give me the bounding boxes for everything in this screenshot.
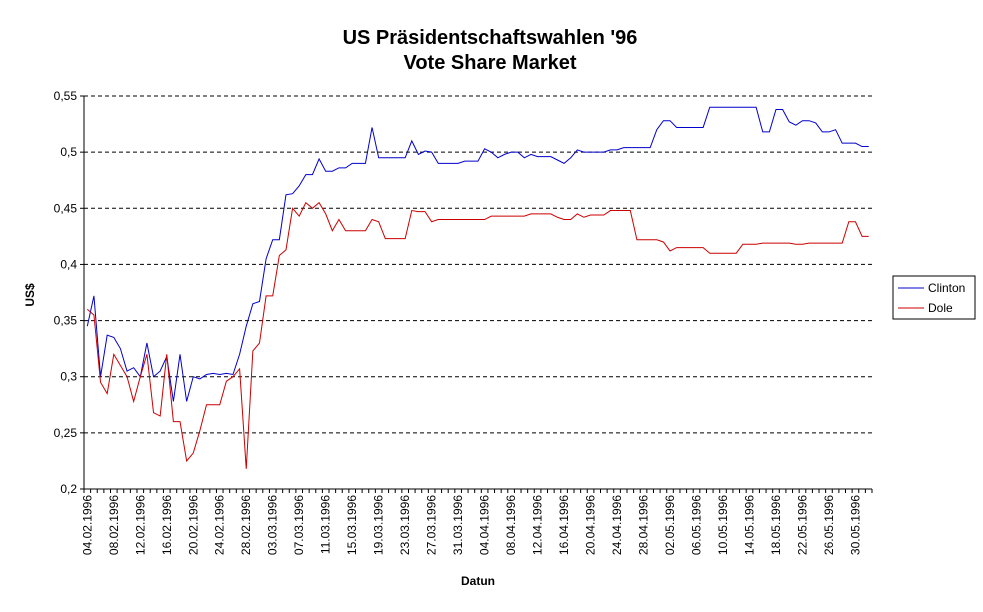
- y-axis-label: US$: [23, 283, 37, 307]
- x-tick-label: 16.02.1996: [160, 495, 174, 555]
- x-tick-label: 18.05.1996: [769, 495, 783, 555]
- y-tick-label: 0,3: [60, 370, 77, 384]
- x-tick-label: 14.05.1996: [742, 495, 756, 555]
- x-tick-label: 07.03.1996: [292, 495, 306, 555]
- y-tick-label: 0,5: [60, 145, 77, 159]
- x-tick-label: 02.05.1996: [663, 495, 677, 555]
- y-tick-label: 0,45: [54, 201, 78, 215]
- series-line-clinton: [86, 106, 869, 402]
- chart-title: US Präsidentschaftswahlen '96 Vote Share…: [343, 27, 638, 74]
- x-tick-label: 20.02.1996: [186, 495, 200, 555]
- y-tick-label: 0,25: [54, 426, 78, 440]
- x-tick-label: 03.03.1996: [266, 495, 280, 555]
- legend-label-dole: Dole: [928, 301, 953, 315]
- gridlines: [84, 95, 872, 434]
- x-tick-label: 12.02.1996: [133, 495, 147, 555]
- x-tick-label: 26.05.1996: [822, 495, 836, 555]
- x-tick-label: 08.04.1996: [504, 495, 518, 555]
- x-tick-label: 22.05.1996: [795, 495, 809, 555]
- x-tick-label: 12.04.1996: [531, 495, 545, 555]
- x-axis-label: Datun: [461, 574, 495, 588]
- x-tick-label: 24.02.1996: [213, 495, 227, 555]
- chart-title-line2: Vote Share Market: [403, 52, 576, 74]
- x-tick-label: 28.04.1996: [637, 495, 651, 555]
- y-tick-label: 0,4: [60, 257, 77, 271]
- x-tick-label: 04.02.1996: [80, 495, 94, 555]
- x-tick-label: 31.03.1996: [451, 495, 465, 555]
- x-tick-label: 23.03.1996: [398, 495, 412, 555]
- legend: Clinton Dole: [892, 275, 976, 320]
- chart-title-line1: US Präsidentschaftswahlen '96: [343, 27, 638, 49]
- x-tick-label: 10.05.1996: [716, 495, 730, 555]
- x-tick-label: 20.04.1996: [584, 495, 598, 555]
- x-tick-label: 24.04.1996: [610, 495, 624, 555]
- x-tick-label: 16.04.1996: [557, 495, 571, 555]
- x-tick-label: 06.05.1996: [690, 495, 704, 555]
- x-tick-label: 04.04.1996: [478, 495, 492, 555]
- x-tick-label: 11.03.1996: [319, 495, 333, 554]
- x-tick-label: 08.02.1996: [107, 495, 121, 555]
- y-tick-label: 0,55: [54, 89, 78, 103]
- series-line-dole: [86, 201, 869, 469]
- x-tick-label: 15.03.1996: [345, 495, 359, 555]
- y-tick-label: 0,2: [60, 482, 77, 496]
- x-axis-ticks: 04.02.1996 08.02.1996 12.02.1996 16.02.1996…: [80, 489, 873, 555]
- y-axis-ticks: 0,2 0,25 0,3 0,35 0,4 0,45 0,5 0,55: [54, 89, 84, 496]
- x-tick-label: 19.03.1996: [372, 495, 386, 555]
- x-tick-label: 27.03.1996: [425, 495, 439, 555]
- y-tick-label: 0,35: [54, 314, 78, 328]
- x-tick-label: 28.02.1996: [239, 495, 253, 555]
- x-tick-label: 30.05.1996: [848, 495, 862, 555]
- series-lines: [86, 106, 869, 469]
- legend-label-clinton: Clinton: [928, 281, 965, 295]
- legend-box: [892, 275, 976, 320]
